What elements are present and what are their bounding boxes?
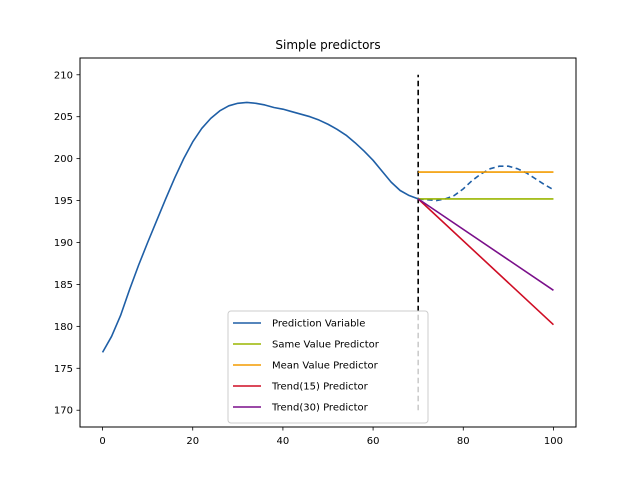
y-tick-label-2: 180 (54, 322, 73, 333)
chart-title: Simple predictors (275, 38, 380, 52)
y-tick-label-6: 200 (54, 154, 73, 165)
x-tick-label-1: 20 (186, 436, 199, 447)
y-axis: 170 175 180 185 190 195 200 205 210 (54, 70, 80, 417)
x-tick-label-2: 40 (277, 436, 290, 447)
y-tick-label-8: 210 (54, 70, 73, 81)
legend-label-0: Prediction Variable (272, 319, 365, 330)
series-line-4 (417, 198, 554, 326)
y-tick-label-3: 185 (54, 280, 73, 291)
legend-label-4: Trend(30) Predictor (271, 403, 369, 414)
legend-label-3: Trend(15) Predictor (271, 382, 369, 393)
legend: Prediction Variable Same Value Predictor M… (227, 310, 429, 424)
y-tick-label-1: 175 (54, 364, 73, 375)
x-tick-label-4: 80 (457, 436, 470, 447)
legend-box (227, 310, 429, 424)
series-line-1 (418, 165, 554, 202)
y-tick-label-7: 205 (54, 112, 73, 123)
y-tick-label-5: 195 (54, 196, 73, 207)
series-line-5 (417, 198, 554, 291)
x-axis: 0 20 40 60 80 100 (99, 427, 563, 447)
x-tick-label-0: 0 (99, 436, 105, 447)
legend-label-1: Same Value Predictor (272, 340, 380, 351)
y-tick-label-0: 170 (54, 406, 73, 417)
series-line-0 (101, 101, 419, 353)
x-tick-label-3: 60 (367, 436, 380, 447)
y-tick-label-4: 190 (54, 238, 73, 249)
x-tick-label-5: 100 (544, 436, 563, 447)
legend-label-2: Mean Value Predictor (272, 361, 379, 372)
